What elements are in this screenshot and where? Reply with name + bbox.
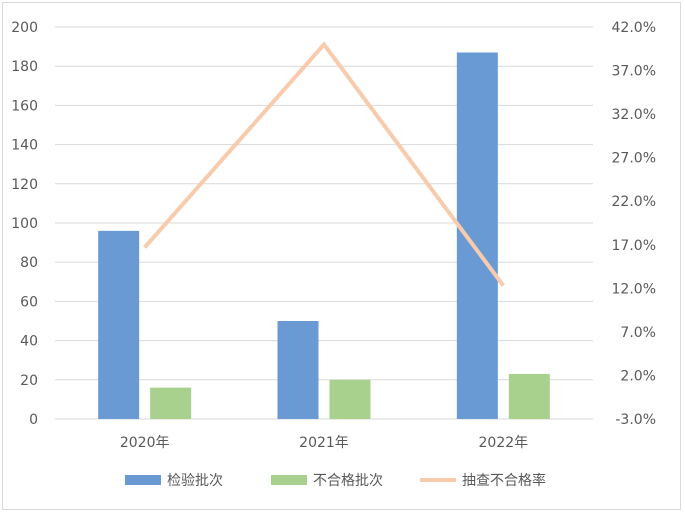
y-left-tick-label: 60 (20, 294, 38, 310)
y-left-tick-label: 100 (11, 216, 38, 232)
bar-inspected (277, 321, 319, 419)
y-right-tick-label: 32.0% (612, 107, 656, 123)
y-right-tick-label: 7.0% (620, 325, 656, 341)
y-left-tick-label: 160 (11, 98, 38, 114)
y-right-tick-label: 27.0% (612, 151, 656, 167)
bar-inspected (456, 52, 498, 419)
legend-swatch (271, 475, 307, 485)
legend-label: 抽查不合格率 (462, 472, 546, 489)
legend-swatch (125, 475, 161, 485)
y-left-tick-label: 140 (11, 138, 38, 154)
line-fail-rate (143, 41, 505, 287)
y-left-tick-label: 0 (29, 412, 38, 428)
bar-inspected (98, 230, 140, 419)
x-category-label: 2021年 (299, 435, 349, 451)
y-right-tick-label: 37.0% (612, 64, 656, 80)
y-right-tick-label: 12.0% (612, 281, 656, 297)
y-right-tick-label: 2.0% (620, 368, 656, 384)
x-category-label: 2022年 (479, 435, 529, 451)
y-right-tick-label: -3.0% (615, 412, 656, 428)
bar-failed (508, 373, 550, 419)
y-right-tick-label: 17.0% (612, 238, 656, 254)
y-right-tick-label: 42.0% (612, 20, 656, 36)
y-left-tick-label: 180 (11, 59, 38, 75)
y-left-tick-label: 120 (11, 177, 38, 193)
bar-failed (329, 379, 371, 419)
y-left-tick-label: 20 (20, 373, 38, 389)
y-left-tick-label: 80 (20, 255, 38, 271)
legend-label: 不合格批次 (313, 473, 383, 489)
y-left-tick-label: 200 (11, 20, 38, 36)
y-right-tick-label: 22.0% (612, 194, 656, 210)
y-left-tick-label: 40 (20, 334, 38, 350)
x-category-label: 2020年 (120, 435, 170, 451)
legend-label: 检验批次 (167, 473, 223, 489)
bar-failed (150, 387, 192, 419)
